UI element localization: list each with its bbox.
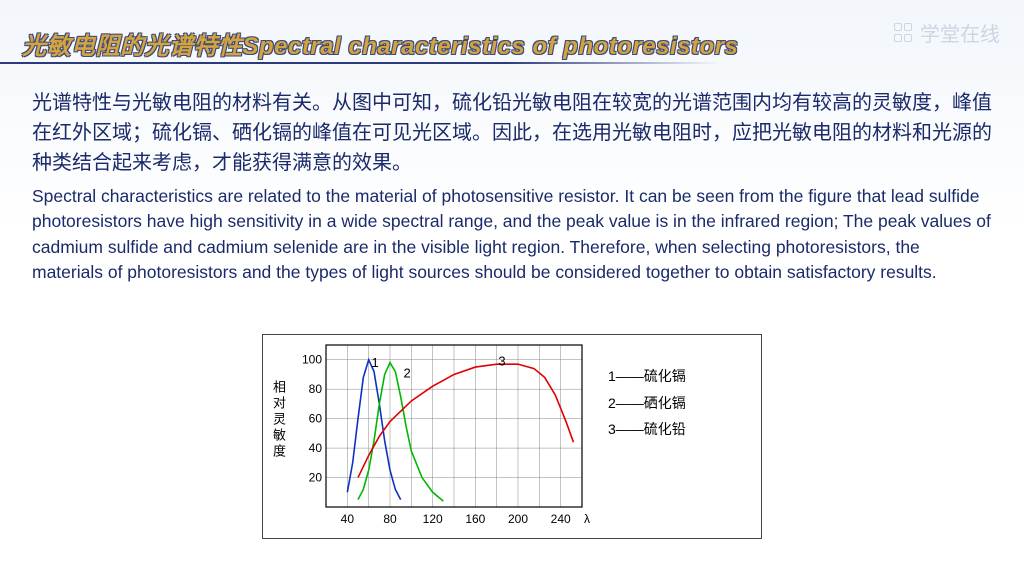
legend-item-3: 3——硫化铅 xyxy=(608,416,686,443)
chart-plot-area: 20 40 60 80 100 40 80 120 160 200 240 λ/μm 1 2 3 xyxy=(290,335,590,535)
svg-text:40: 40 xyxy=(309,441,323,455)
svg-text:3: 3 xyxy=(498,354,505,369)
grid-icon xyxy=(894,23,914,43)
svg-text:60: 60 xyxy=(309,412,323,426)
svg-text:1: 1 xyxy=(371,355,378,370)
watermark-text: 学堂在线 xyxy=(920,18,1000,47)
chart-ylabel: 相对灵敏度 xyxy=(263,335,290,460)
svg-text:100: 100 xyxy=(302,353,322,367)
spectral-chart: 相对灵敏度 20 40 60 80 100 40 80 120 160 200 240 λ/μm 1 2 3… xyxy=(262,334,762,539)
title-underline xyxy=(0,62,720,64)
watermark: 学堂在线 xyxy=(894,18,1000,47)
svg-text:80: 80 xyxy=(309,382,323,396)
legend-item-2: 2——硒化镉 xyxy=(608,390,686,417)
chart-svg: 20 40 60 80 100 40 80 120 160 200 240 λ/μm 1 2 3 xyxy=(290,335,590,535)
svg-text:2: 2 xyxy=(403,365,410,380)
page-title: 光敏电阻的光谱特性Spectral characteristics of pho… xyxy=(22,26,738,61)
paragraph-chinese: 光谱特性与光敏电阻的材料有关。从图中可知，硫化铅光敏电阻在较宽的光谱范围内均有较… xyxy=(32,88,992,178)
legend-item-1: 1——硫化镉 xyxy=(608,363,686,390)
svg-text:240: 240 xyxy=(551,512,571,526)
paragraph-english: Spectral characteristics are related to … xyxy=(32,184,992,286)
svg-text:160: 160 xyxy=(465,512,485,526)
svg-text:120: 120 xyxy=(423,512,443,526)
chart-legend: 1——硫化镉 2——硒化镉 3——硫化铅 xyxy=(590,335,686,443)
svg-text:80: 80 xyxy=(383,512,397,526)
svg-text:λ/μm: λ/μm xyxy=(584,512,590,526)
svg-text:200: 200 xyxy=(508,512,528,526)
svg-text:20: 20 xyxy=(309,471,323,485)
svg-text:40: 40 xyxy=(341,512,355,526)
